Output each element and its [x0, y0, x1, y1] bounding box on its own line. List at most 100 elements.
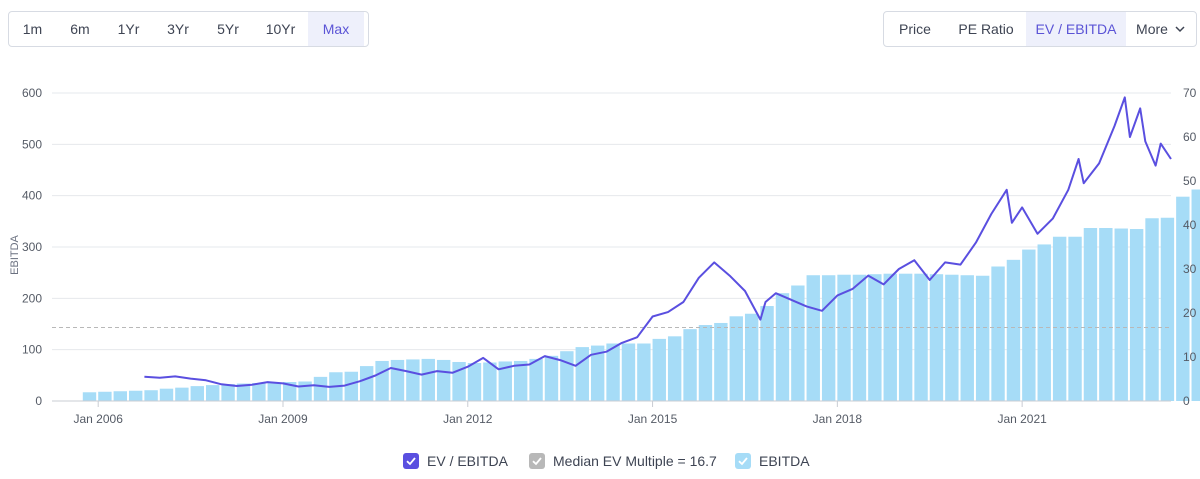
ebitda-bar [544, 355, 559, 401]
ebitda-bar [683, 329, 697, 401]
y-left-tick: 200 [22, 291, 42, 305]
more-label: More [1136, 21, 1168, 37]
metric-tab-price[interactable]: Price [899, 21, 931, 37]
ebitda-bar [945, 274, 959, 401]
ebitda-bar [868, 274, 882, 401]
ebitda-bar [821, 275, 836, 401]
ebitda-bar [344, 371, 358, 401]
ebitda-bar [267, 382, 281, 401]
x-tick-label: Jan 2009 [258, 412, 308, 426]
ebitda-bar [82, 392, 97, 401]
x-tick-label: Jan 2021 [997, 412, 1047, 426]
ebitda-bar [190, 386, 204, 401]
ebitda-bar [298, 381, 312, 401]
ebitda-bar [1176, 196, 1190, 401]
ebitda-bar [744, 313, 759, 401]
legend-label: EV / EBITDA [427, 453, 508, 469]
ebitda-bar [652, 338, 666, 401]
ebitda-bar [1022, 249, 1036, 401]
metric-tab-ev-ebitda[interactable]: EV / EBITDA [1026, 12, 1126, 46]
ebitda-bar [775, 293, 790, 401]
y-right-tick: 10 [1183, 350, 1197, 364]
ebitda-bar [1129, 229, 1144, 401]
y-left-axis: 0 100 200 300 400 500 600 [22, 86, 42, 408]
ebitda-bar [560, 351, 574, 401]
ebitda-bar [159, 388, 174, 401]
metric-tab-pe-ratio[interactable]: PE Ratio [958, 21, 1014, 37]
y-axis-title: EBITDA [9, 234, 21, 274]
ebitda-bar [606, 343, 620, 401]
ebitda-bar [975, 275, 990, 401]
ebitda-bar [991, 266, 1005, 401]
ebitda-bar [1160, 217, 1175, 401]
ebitda-bar [421, 358, 435, 401]
more-dropdown[interactable]: More [1126, 12, 1196, 46]
y-left-tick: 600 [22, 86, 42, 100]
y-right-tick: 30 [1183, 262, 1197, 276]
ebitda-bar [806, 275, 820, 401]
ebitda-bar [483, 362, 497, 401]
ebitda-bar [1068, 236, 1082, 401]
period-button-max[interactable]: Max [308, 12, 364, 46]
ebitda-bar [359, 366, 374, 401]
ebitda-bar [760, 306, 774, 401]
y-right-tick: 20 [1183, 306, 1197, 320]
ebitda-bar [205, 385, 220, 401]
ebitda-bar [221, 384, 235, 401]
x-axis: Jan 2006 Jan 2009 Jan 2012 Jan 2015 Jan 2018… [52, 400, 1171, 426]
ebitda-bar [698, 325, 713, 401]
ebitda-bar [467, 363, 482, 401]
legend: EV / EBITDA Median EV Multiple = 16.7 EB… [0, 451, 1200, 473]
y-right-tick: 60 [1183, 130, 1197, 144]
ebitda-bar [236, 383, 251, 401]
ebitda-bar [436, 359, 451, 401]
y-right-tick: 70 [1183, 86, 1197, 100]
ev-ebitda-chart: 0 100 200 300 400 500 600 0 10 20 30 40 50 60 70 Jan … [9, 86, 1200, 426]
period-button-5yr[interactable]: 5Yr [217, 21, 239, 37]
ebitda-bar [375, 360, 389, 401]
y-left-tick: 0 [35, 394, 42, 408]
x-tick-label: Jan 2006 [74, 412, 124, 426]
ebitda-bar [883, 273, 897, 401]
ebitda-bar [128, 390, 143, 401]
ebitda-bar [252, 383, 266, 401]
period-button-1yr[interactable]: 1Yr [117, 21, 140, 37]
ebitda-bar [1191, 189, 1200, 401]
ebitda-bar [714, 322, 728, 401]
legend-item-median[interactable]: Median EV Multiple = 16.7 [529, 451, 717, 471]
ebitda-bar [1099, 228, 1113, 401]
ebitda-bar [621, 343, 636, 401]
ebitda-bar [1037, 244, 1051, 401]
ebitda-bar [313, 376, 328, 401]
ebitda-bar [1083, 228, 1098, 401]
x-tick-label: Jan 2015 [628, 412, 678, 426]
checkbox-checked-icon[interactable] [529, 453, 545, 469]
ebitda-bar [175, 387, 189, 401]
ebitda-bar [575, 347, 589, 401]
period-button-3yr[interactable]: 3Yr [167, 21, 189, 37]
period-selector: 1m 6m 1Yr 3Yr 5Yr 10Yr Max [8, 11, 369, 47]
y-right-tick: 40 [1183, 218, 1197, 232]
y-left-tick: 500 [22, 137, 42, 151]
checkbox-checked-icon[interactable] [735, 453, 751, 469]
ebitda-bar [914, 273, 928, 401]
period-button-1m[interactable]: 1m [22, 21, 43, 37]
checkbox-checked-icon[interactable] [403, 453, 419, 469]
ebitda-bar [729, 316, 743, 401]
period-button-10yr[interactable]: 10Yr [265, 21, 296, 37]
period-button-6m[interactable]: 6m [70, 21, 90, 37]
ebitda-bar [144, 390, 158, 401]
ebitda-bars [82, 189, 1200, 401]
y-right-tick: 50 [1183, 174, 1197, 188]
legend-item-ebitda[interactable]: EBITDA [735, 451, 810, 471]
x-tick-label: Jan 2012 [443, 412, 493, 426]
ebitda-bar [406, 359, 420, 401]
ebitda-bar [529, 358, 543, 401]
legend-item-ev-ebitda[interactable]: EV / EBITDA [403, 451, 508, 471]
x-tick-label: Jan 2018 [813, 412, 863, 426]
y-left-tick: 300 [22, 240, 42, 254]
ebitda-bar [513, 360, 528, 401]
ebitda-bar [113, 391, 127, 401]
y-right-axis: 0 10 20 30 40 50 60 70 [1183, 86, 1197, 408]
ebitda-bar [960, 275, 974, 401]
